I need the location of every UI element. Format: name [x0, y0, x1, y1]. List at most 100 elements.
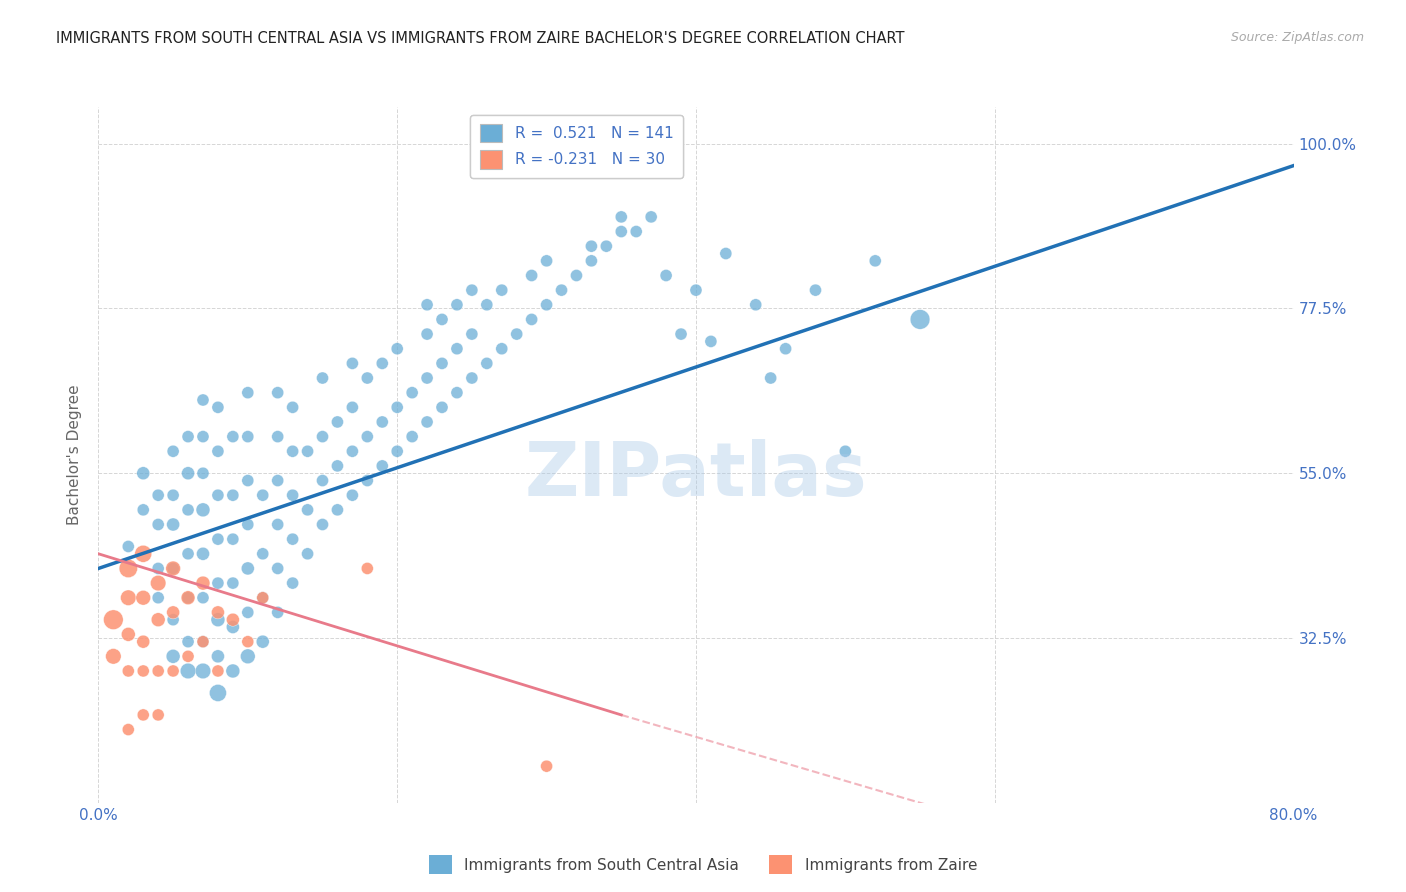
Point [446, 298, 468, 312]
Point [191, 664, 214, 678]
Point [356, 561, 378, 575]
Point [581, 239, 603, 253]
Point [117, 591, 139, 605]
Point [430, 401, 453, 415]
Point [700, 334, 723, 349]
Point [506, 327, 529, 342]
Point [207, 532, 229, 546]
Point [311, 474, 333, 488]
Point [222, 532, 245, 546]
Point [371, 356, 394, 370]
Text: ZIPatlas: ZIPatlas [524, 439, 868, 512]
Point [148, 561, 170, 575]
Point [148, 613, 170, 627]
Point [356, 474, 378, 488]
Point [191, 392, 214, 407]
Point [177, 664, 200, 678]
Point [162, 561, 184, 575]
Point [191, 591, 214, 605]
Point [834, 444, 856, 458]
Point [132, 707, 155, 722]
Point [207, 686, 229, 700]
Point [610, 225, 633, 239]
Point [775, 342, 797, 356]
Point [520, 268, 543, 283]
Point [610, 210, 633, 224]
Point [281, 444, 304, 458]
Point [148, 591, 170, 605]
Point [311, 429, 333, 443]
Point [207, 613, 229, 627]
Point [536, 298, 558, 312]
Point [117, 561, 139, 575]
Point [669, 327, 692, 342]
Point [207, 649, 229, 664]
Point [207, 606, 229, 620]
Point [281, 488, 304, 502]
Point [356, 429, 378, 443]
Point [191, 576, 214, 591]
Point [267, 474, 290, 488]
Point [252, 488, 274, 502]
Point [117, 664, 139, 678]
Point [222, 429, 245, 443]
Point [222, 488, 245, 502]
Point [685, 283, 707, 297]
Point [148, 707, 170, 722]
Point [177, 547, 200, 561]
Point [759, 371, 782, 385]
Point [475, 298, 498, 312]
Point [430, 312, 453, 326]
Point [267, 517, 290, 532]
Point [385, 342, 409, 356]
Point [311, 371, 333, 385]
Point [865, 253, 887, 268]
Point [191, 467, 214, 481]
Point [416, 298, 439, 312]
Point [236, 649, 259, 664]
Point [148, 576, 170, 591]
Point [252, 591, 274, 605]
Point [177, 591, 200, 605]
Point [385, 444, 409, 458]
Point [371, 458, 394, 473]
Y-axis label: Bachelor's Degree: Bachelor's Degree [67, 384, 83, 525]
Point [536, 253, 558, 268]
Point [236, 561, 259, 575]
Point [162, 649, 184, 664]
Point [311, 517, 333, 532]
Point [207, 401, 229, 415]
Point [148, 664, 170, 678]
Point [117, 723, 139, 737]
Point [655, 268, 678, 283]
Point [132, 664, 155, 678]
Point [162, 606, 184, 620]
Point [342, 356, 364, 370]
Point [132, 503, 155, 517]
Point [162, 664, 184, 678]
Point [297, 503, 319, 517]
Point [236, 634, 259, 648]
Point [177, 467, 200, 481]
Point [520, 312, 543, 326]
Legend: R =  0.521   N = 141, R = -0.231   N = 30: R = 0.521 N = 141, R = -0.231 N = 30 [471, 115, 682, 178]
Point [326, 503, 349, 517]
Point [222, 613, 245, 627]
Point [162, 613, 184, 627]
Point [191, 503, 214, 517]
Point [177, 503, 200, 517]
Point [550, 283, 572, 297]
Point [595, 239, 617, 253]
Point [461, 283, 484, 297]
Point [191, 547, 214, 561]
Point [222, 576, 245, 591]
Point [132, 467, 155, 481]
Point [297, 547, 319, 561]
Point [132, 634, 155, 648]
Point [207, 488, 229, 502]
Point [117, 627, 139, 641]
Point [162, 488, 184, 502]
Point [326, 458, 349, 473]
Point [565, 268, 588, 283]
Point [385, 401, 409, 415]
